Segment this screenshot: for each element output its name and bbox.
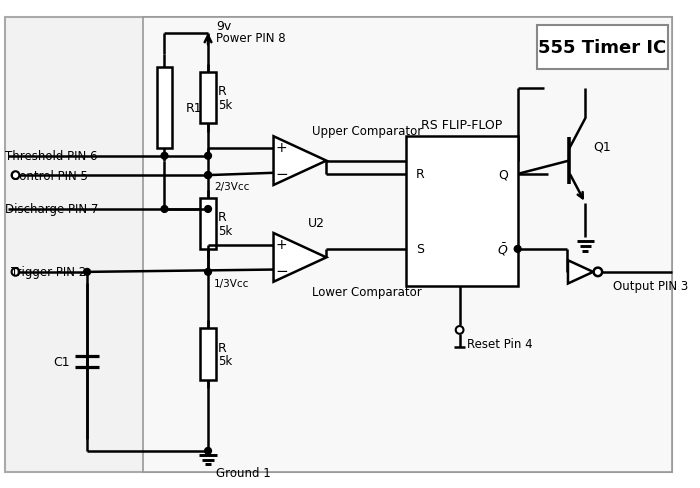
Circle shape xyxy=(594,268,602,277)
Text: 9v: 9v xyxy=(216,20,231,33)
Bar xyxy=(407,137,518,287)
Polygon shape xyxy=(568,261,593,284)
Text: 555 Timer IC: 555 Timer IC xyxy=(538,39,666,57)
Bar xyxy=(144,19,673,472)
Text: S: S xyxy=(416,243,424,256)
Text: RS FLIP-FLOP: RS FLIP-FLOP xyxy=(421,119,503,132)
Circle shape xyxy=(204,153,211,160)
Bar xyxy=(537,26,668,69)
Text: Trigger PIN 2: Trigger PIN 2 xyxy=(10,266,86,279)
Text: Reset Pin 4: Reset Pin 4 xyxy=(468,337,533,350)
Circle shape xyxy=(204,206,211,213)
Text: Output PIN 3: Output PIN 3 xyxy=(613,279,689,292)
Circle shape xyxy=(204,172,211,179)
Bar xyxy=(157,68,172,148)
Bar xyxy=(200,198,216,250)
Circle shape xyxy=(204,269,211,276)
Text: Ground 1: Ground 1 xyxy=(216,466,270,479)
Circle shape xyxy=(12,268,20,276)
Circle shape xyxy=(161,206,168,213)
Bar xyxy=(200,329,216,380)
Text: U2: U2 xyxy=(308,217,325,230)
Text: Power PIN 8: Power PIN 8 xyxy=(216,32,286,45)
Text: 5k: 5k xyxy=(218,355,232,367)
Text: Discharge PIN 7: Discharge PIN 7 xyxy=(5,203,98,216)
Polygon shape xyxy=(274,137,326,185)
Circle shape xyxy=(204,172,211,179)
Text: R: R xyxy=(218,211,227,224)
Text: 2/3Vcc: 2/3Vcc xyxy=(214,182,249,191)
Text: 5k: 5k xyxy=(218,99,232,112)
Text: R: R xyxy=(218,341,227,354)
Text: +: + xyxy=(276,141,288,155)
Circle shape xyxy=(204,447,211,454)
Bar xyxy=(200,73,216,124)
Text: +: + xyxy=(276,238,288,252)
Text: $\bar{Q}$: $\bar{Q}$ xyxy=(496,241,508,258)
Circle shape xyxy=(84,269,90,276)
Text: R: R xyxy=(218,85,227,98)
Text: −: − xyxy=(275,264,288,279)
Text: Upper Comparator: Upper Comparator xyxy=(312,124,422,137)
Circle shape xyxy=(12,172,20,180)
Text: 1/3Vcc: 1/3Vcc xyxy=(214,278,249,288)
Circle shape xyxy=(456,326,463,334)
Text: R1: R1 xyxy=(186,102,202,115)
Text: Q1: Q1 xyxy=(593,140,611,153)
Text: Control PIN 5: Control PIN 5 xyxy=(10,169,88,182)
Text: Threshold PIN 6: Threshold PIN 6 xyxy=(5,150,97,163)
Text: Q: Q xyxy=(498,168,508,181)
Text: 5k: 5k xyxy=(218,224,232,237)
Circle shape xyxy=(514,246,521,253)
Polygon shape xyxy=(274,233,326,282)
Text: Lower Comparator: Lower Comparator xyxy=(312,286,422,299)
Circle shape xyxy=(161,153,168,160)
Text: R: R xyxy=(416,168,425,181)
Text: −: − xyxy=(275,167,288,182)
Text: C1: C1 xyxy=(53,355,70,368)
